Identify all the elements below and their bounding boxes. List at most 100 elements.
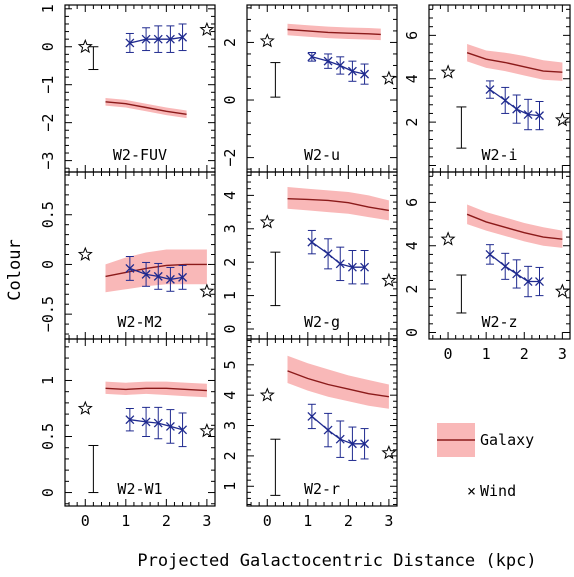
y-tick-label: 2	[403, 118, 421, 127]
panel-label: W2-z	[481, 313, 517, 331]
wind-line	[311, 241, 365, 268]
legend: Galaxy × Wind	[437, 423, 534, 500]
y-tick-label: 4	[403, 74, 421, 83]
panel-w2-i: 2 4 6 W2-i	[403, 4, 571, 173]
star-marker-right	[554, 112, 570, 127]
wind-point	[141, 34, 151, 44]
x-tick-label: 0	[444, 345, 453, 363]
y-tick-label: 0	[221, 96, 239, 105]
wind-point	[125, 263, 135, 273]
panel-label: W2-i	[481, 146, 517, 164]
y-tick-label: 1	[39, 376, 57, 385]
panels-group: −3 −2 −1 0 1 W2-FUV −2 0 2 W2-u 2 4 6 W2-i −0.5 0 0.5 W2-…	[39, 4, 571, 530]
star-marker-left	[259, 387, 275, 402]
star-marker-left	[440, 231, 456, 246]
x-tick-label: 3	[384, 512, 393, 530]
wind-point	[523, 110, 533, 119]
y-tick-label: 2	[221, 258, 239, 267]
wind-point	[153, 271, 163, 281]
star-marker-left	[259, 33, 275, 48]
x-tick-label: 3	[558, 345, 567, 363]
wind-point	[178, 272, 188, 282]
star-marker-right	[199, 423, 215, 438]
legend-wind-marker: ×	[467, 482, 476, 500]
galaxy-line	[105, 101, 187, 115]
wind-line	[311, 56, 365, 75]
star-marker-left	[259, 214, 275, 229]
legend-galaxy-label: Galaxy	[480, 431, 534, 449]
panel-label: W2-M2	[117, 313, 162, 331]
y-tick-label: 1	[39, 4, 57, 13]
y-tick-label: 4	[221, 191, 239, 200]
panel-label: W2-u	[304, 146, 340, 164]
wind-point	[307, 411, 317, 421]
wind-point	[347, 439, 357, 449]
y-tick-label: 6	[403, 31, 421, 40]
galaxy-band	[287, 355, 389, 409]
star-marker-right	[554, 283, 570, 298]
wind-line	[129, 36, 183, 44]
star-marker-right	[199, 21, 215, 36]
wind-point	[500, 261, 510, 271]
x-tick-label: 2	[344, 512, 353, 530]
panel-w2-fuv: −3 −2 −1 0 1 W2-FUV	[39, 4, 216, 173]
y-tick-label: 3	[221, 224, 239, 233]
panel-label: W2-r	[304, 480, 340, 498]
wind-point	[323, 249, 333, 259]
star-marker-left	[77, 38, 93, 54]
wind-point	[125, 38, 135, 48]
y-tick-label: 5	[221, 360, 239, 369]
y-tick-label: 4	[403, 241, 421, 250]
wind-point	[512, 269, 522, 279]
x-axis-label: Projected Galactocentric Distance (kpc)	[137, 551, 536, 571]
star-marker-left	[77, 246, 93, 261]
galaxy-line	[466, 213, 563, 240]
wind-point	[335, 434, 345, 444]
wind-point	[485, 85, 495, 95]
legend-wind-label: Wind	[480, 482, 516, 500]
wind-point	[125, 415, 135, 425]
x-tick-label: 0	[81, 512, 90, 530]
star-marker-left	[440, 64, 456, 79]
galaxy-line	[287, 28, 381, 36]
y-tick-label: 0	[403, 328, 421, 337]
wind-point	[347, 262, 357, 272]
x-tick-label: 1	[121, 512, 130, 530]
galaxy-band	[105, 249, 207, 293]
galaxy-band	[287, 187, 389, 221]
wind-line	[489, 253, 540, 283]
wind-point	[500, 95, 510, 105]
galaxy-line	[287, 198, 390, 212]
wind-point	[178, 32, 188, 42]
y-tick-label: 1	[221, 291, 239, 300]
y-tick-label: −0.5	[39, 296, 57, 332]
panel-w2-g: 0 1 2 3 4 W2-g	[221, 171, 398, 340]
star-marker-right	[381, 445, 397, 460]
galaxy-line	[105, 263, 207, 278]
y-tick-label: −3	[39, 152, 57, 170]
galaxy-band	[467, 204, 563, 248]
x-tick-label: 0	[263, 512, 272, 530]
wind-point	[485, 249, 495, 259]
y-tick-label: 3	[221, 421, 239, 430]
y-tick-label: −2	[221, 149, 239, 167]
wind-point	[323, 56, 333, 66]
panel-frame	[428, 171, 571, 340]
y-axis-label: Colour	[5, 239, 25, 300]
wind-point	[523, 277, 533, 286]
wind-point	[165, 421, 175, 431]
y-tick-label: 2	[221, 38, 239, 47]
wind-point	[153, 418, 163, 428]
galaxy-band	[467, 44, 563, 81]
panel-w2-z: 0 1 2 3 0 2 4 6 W2-z	[403, 171, 571, 363]
wind-point	[360, 439, 370, 449]
wind-point	[165, 34, 175, 44]
panel-frame	[246, 338, 398, 507]
galaxy-line	[287, 370, 390, 398]
y-tick-label: 0.5	[39, 201, 57, 228]
y-tick-label: 0	[39, 260, 57, 269]
y-tick-label: −2	[39, 114, 57, 132]
wind-point	[165, 274, 175, 284]
star-marker-right	[381, 272, 397, 287]
